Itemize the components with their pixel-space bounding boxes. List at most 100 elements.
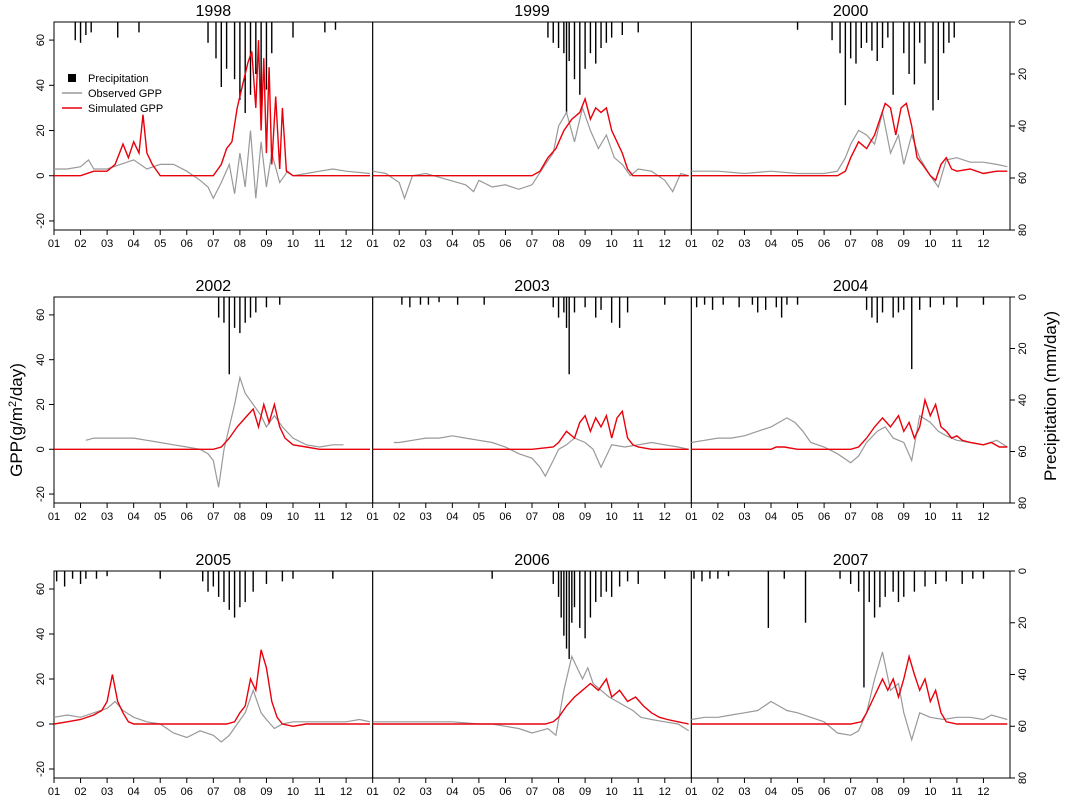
month-tick-label: 06: [499, 238, 511, 250]
month-tick-label: 09: [579, 238, 591, 250]
month-tick-label: 08: [234, 511, 246, 523]
month-tick-label: 05: [473, 786, 485, 798]
panel-year-title: 1999: [514, 3, 550, 20]
month-tick-label: 03: [738, 786, 750, 798]
observed-gpp-line: [54, 130, 371, 200]
month-tick-label: 09: [260, 238, 272, 250]
month-tick-label: 12: [977, 511, 989, 523]
simulated-gpp-line: [53, 649, 370, 728]
month-tick-label: 11: [951, 786, 962, 798]
month-tick-label: 03: [420, 511, 432, 523]
month-tick-label: 02: [712, 786, 724, 798]
panel-year-title: 2005: [196, 552, 232, 569]
month-tick-label: 11: [314, 786, 325, 798]
month-tick-label: 10: [924, 511, 936, 523]
month-tick-label: 07: [526, 786, 538, 798]
left-tick-label: 0: [35, 446, 47, 452]
left-tick-label: 0: [35, 173, 47, 179]
left-tick-label: -20: [35, 761, 47, 777]
month-tick-label: 02: [712, 511, 724, 523]
month-tick-label: 01: [367, 238, 379, 250]
month-tick-label: 06: [818, 786, 830, 798]
left-tick-label: -20: [35, 213, 47, 229]
month-tick-label: 12: [340, 786, 352, 798]
month-tick-label: 03: [738, 238, 750, 250]
panel-year-title: 2007: [833, 552, 869, 569]
month-tick-label: 10: [287, 238, 299, 250]
right-tick-label: 0: [1017, 294, 1029, 300]
month-tick-label: 06: [818, 238, 830, 250]
legend-precipitation-swatch: [68, 74, 76, 82]
left-tick-label: -20: [35, 486, 47, 502]
left-tick-label: 0: [35, 721, 47, 727]
month-tick-label: 08: [871, 786, 883, 798]
right-tick-label: 0: [1017, 568, 1029, 574]
month-tick-label: 10: [287, 511, 299, 523]
right-tick-label: 20: [1017, 617, 1029, 629]
month-tick-label: 01: [685, 238, 697, 250]
month-tick-label: 11: [314, 238, 325, 250]
month-tick-label: 06: [818, 511, 830, 523]
month-tick-label: 10: [924, 786, 936, 798]
right-tick-label: 60: [1017, 172, 1029, 184]
right-tick-label: 80: [1017, 497, 1029, 509]
month-tick-label: 10: [606, 786, 618, 798]
right-tick-label: 40: [1017, 668, 1029, 680]
observed-gpp-line: [691, 651, 1008, 742]
left-tick-label: 60: [35, 309, 47, 321]
observed-gpp-line: [372, 105, 689, 201]
left-tick-label: 40: [35, 79, 47, 91]
month-tick-label: 12: [659, 511, 671, 523]
month-tick-label: 05: [154, 238, 166, 250]
observed-gpp-line: [691, 414, 1008, 464]
month-tick-label: 04: [128, 786, 140, 798]
month-tick-label: 09: [898, 511, 910, 523]
month-tick-label: 06: [181, 786, 193, 798]
month-tick-label: 04: [765, 511, 777, 523]
month-tick-label: 12: [977, 786, 989, 798]
month-tick-label: 11: [633, 511, 644, 523]
month-tick-label: 07: [845, 511, 857, 523]
month-tick-label: 07: [207, 511, 219, 523]
month-tick-label: 12: [340, 238, 352, 250]
month-tick-label: 01: [48, 786, 60, 798]
right-tick-label: 0: [1017, 19, 1029, 25]
month-tick-label: 04: [446, 238, 458, 250]
month-tick-label: 10: [287, 786, 299, 798]
month-tick-label: 09: [260, 511, 272, 523]
plot-frame: [53, 296, 1011, 504]
month-tick-label: 06: [181, 511, 193, 523]
month-tick-label: 06: [181, 238, 193, 250]
month-tick-label: 05: [473, 511, 485, 523]
month-tick-label: 07: [207, 238, 219, 250]
month-tick-label: 05: [791, 786, 803, 798]
month-tick-label: 03: [101, 786, 113, 798]
month-tick-label: 04: [765, 238, 777, 250]
left-tick-label: 60: [35, 583, 47, 595]
month-tick-label: 01: [685, 786, 697, 798]
month-tick-label: 02: [393, 511, 405, 523]
month-tick-label: 09: [260, 786, 272, 798]
month-tick-label: 10: [924, 238, 936, 250]
right-tick-label: 60: [1017, 445, 1029, 457]
month-tick-label: 03: [738, 511, 750, 523]
month-tick-label: 03: [101, 238, 113, 250]
left-axis-title: GPP(g/m2/day): [7, 363, 26, 477]
panel-year-title: 2004: [833, 278, 869, 295]
right-tick-label: 40: [1017, 394, 1029, 406]
month-tick-label: 08: [871, 238, 883, 250]
month-tick-label: 03: [420, 786, 432, 798]
observed-gpp-line: [691, 112, 1008, 189]
panel-year-title: 1998: [196, 3, 232, 20]
right-tick-label: 80: [1017, 224, 1029, 236]
month-tick-label: 07: [526, 511, 538, 523]
month-tick-label: 02: [712, 238, 724, 250]
month-tick-label: 01: [48, 238, 60, 250]
simulated-gpp-line: [54, 40, 370, 177]
month-tick-label: 01: [685, 511, 697, 523]
plot-frame: [53, 21, 1011, 231]
month-tick-label: 03: [420, 238, 432, 250]
month-tick-label: 11: [633, 786, 644, 798]
left-tick-label: 60: [35, 34, 47, 46]
